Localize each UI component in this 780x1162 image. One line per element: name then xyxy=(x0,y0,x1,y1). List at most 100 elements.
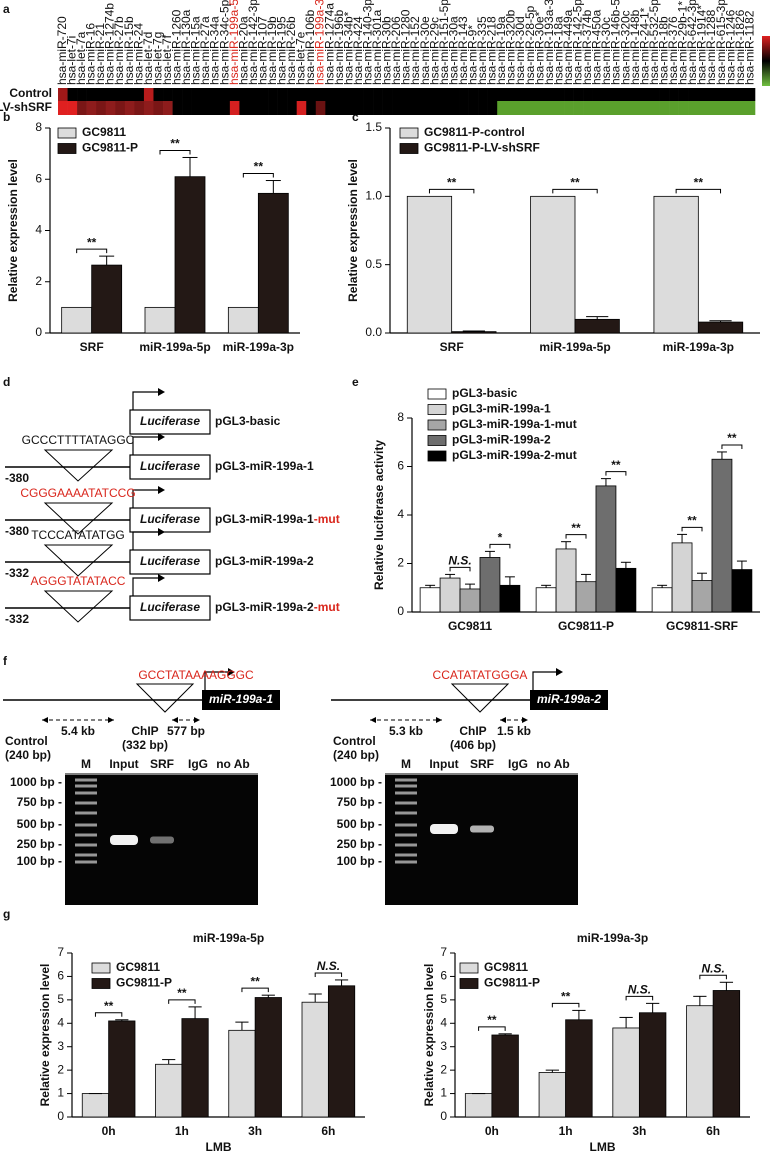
column-label: hsa-miR-34c-5p xyxy=(217,0,231,85)
column-label: hsa-miR-142-5p xyxy=(571,0,585,85)
legend-swatch xyxy=(427,450,447,462)
heatmap-cell xyxy=(535,88,546,101)
bar xyxy=(451,331,497,334)
heatmap-cell xyxy=(630,88,641,101)
lane-label: IgG xyxy=(508,757,528,771)
heatmap-cell xyxy=(602,88,613,101)
heatmap-cell xyxy=(373,88,383,101)
bar xyxy=(574,318,620,334)
ladder-band xyxy=(75,791,97,795)
bar xyxy=(686,1005,714,1118)
sequence: CGGGAAAATATCCG xyxy=(20,486,135,500)
heatmap-cell xyxy=(420,101,431,115)
box-label: Luciferase xyxy=(140,512,200,526)
significance-label: ** xyxy=(177,986,187,1000)
bar xyxy=(91,264,123,334)
significance-bracket xyxy=(168,999,196,1004)
heatmap-cell xyxy=(430,88,441,101)
legend-label: pGL3-basic xyxy=(452,386,518,400)
heatmap-cell xyxy=(306,88,317,101)
heatmap-cell xyxy=(373,101,383,115)
bar xyxy=(81,1093,110,1118)
heatmap-cell xyxy=(115,88,126,101)
y-tick-label: 4 xyxy=(57,1015,64,1029)
column-label: hsa-miR-34b* xyxy=(341,11,355,85)
heatmap-cell xyxy=(564,88,574,101)
heatmap-cell xyxy=(363,101,374,115)
significance-label: ** xyxy=(447,176,457,190)
column-label: hsa-miR-148b xyxy=(628,9,642,85)
significance-bracket xyxy=(625,995,654,1001)
heatmap-cell xyxy=(525,88,536,101)
y-tick-label: 2 xyxy=(35,274,42,288)
heatmap-cell xyxy=(239,88,250,101)
column-label: hsa-let-7g xyxy=(150,32,164,85)
x-tick-label: 0h xyxy=(485,1124,499,1138)
site-marker xyxy=(43,590,114,623)
heatmap-cell xyxy=(105,101,116,115)
column-label: hsa-miR-151-5p xyxy=(437,0,451,85)
heatmap-cell xyxy=(229,88,240,101)
heatmap-cell xyxy=(353,101,364,115)
heatmap-cell xyxy=(544,101,555,115)
heatmap-cell xyxy=(525,101,536,115)
luciferase-box xyxy=(129,549,211,575)
significance-bracket xyxy=(699,974,727,980)
heatmap-cell xyxy=(182,88,192,101)
column-label: hsa-miR-320b xyxy=(504,9,518,85)
lane-label: M xyxy=(401,757,411,771)
heatmap-cell xyxy=(583,88,593,101)
bar xyxy=(653,195,699,334)
heatmap-cell xyxy=(497,101,508,115)
significance-label: ** xyxy=(561,990,571,1004)
heatmap-cell xyxy=(401,88,412,101)
y-tick-label: 0 xyxy=(440,1109,447,1123)
x-axis-label: LMB xyxy=(206,1140,232,1154)
tss-arrow xyxy=(132,577,158,596)
heatmap-cell xyxy=(449,101,460,115)
x-tick-label: SRF xyxy=(440,340,464,354)
significance-label: ** xyxy=(570,176,580,190)
x-tick-label: miR-199a-3p xyxy=(663,340,734,354)
legend-label: GC9811-P xyxy=(116,976,172,990)
bar xyxy=(479,557,501,613)
heatmap-cell xyxy=(544,88,555,101)
bar xyxy=(615,567,637,613)
heatmap-cell xyxy=(67,88,78,101)
site-marker xyxy=(135,683,195,713)
heatmap-cell xyxy=(640,88,651,101)
column-label: hsa-miR-424 xyxy=(351,16,365,85)
gene-label: miR-199a-2 xyxy=(537,692,601,706)
column-label: hsa-miR-34a xyxy=(208,16,222,85)
y-axis-label: Relative expression level xyxy=(38,964,52,1107)
heatmap-cell xyxy=(163,88,173,101)
panel-label: c xyxy=(352,110,359,124)
column-label: hsa-miR-142-3p xyxy=(246,0,260,85)
column-label: hsa-miR-195 xyxy=(275,16,289,85)
ladder-band xyxy=(395,853,417,857)
heatmap-cell xyxy=(564,101,574,115)
lane-label: Input xyxy=(429,757,458,771)
column-label: hsa-miR-140-3p xyxy=(360,0,374,85)
heatmap-cell xyxy=(334,88,345,101)
legend-label: GC9811 xyxy=(484,960,528,974)
heatmap-cell xyxy=(707,88,718,101)
ladder-band xyxy=(395,823,417,827)
luciferase-box xyxy=(129,595,211,621)
panel-label: f xyxy=(3,654,8,668)
significance-bracket xyxy=(489,543,511,549)
column-label: hsa-miR-24-1* xyxy=(637,7,651,85)
heatmap-cell xyxy=(58,88,68,101)
y-tick-label: 1 xyxy=(57,1086,64,1100)
heatmap-cell xyxy=(716,101,727,115)
significance-bracket xyxy=(314,972,343,977)
x-tick-label: 6h xyxy=(321,1124,335,1138)
column-label: hsa-miR-30d xyxy=(513,16,527,85)
y-tick-label: 6 xyxy=(440,969,447,983)
column-label: hsa-miR-1260 xyxy=(170,9,184,85)
significance-bracket xyxy=(76,248,108,254)
panel-label: e xyxy=(352,375,359,389)
significance-bracket xyxy=(428,188,475,194)
arrow-head xyxy=(158,433,165,441)
heatmap-cell xyxy=(315,88,326,101)
